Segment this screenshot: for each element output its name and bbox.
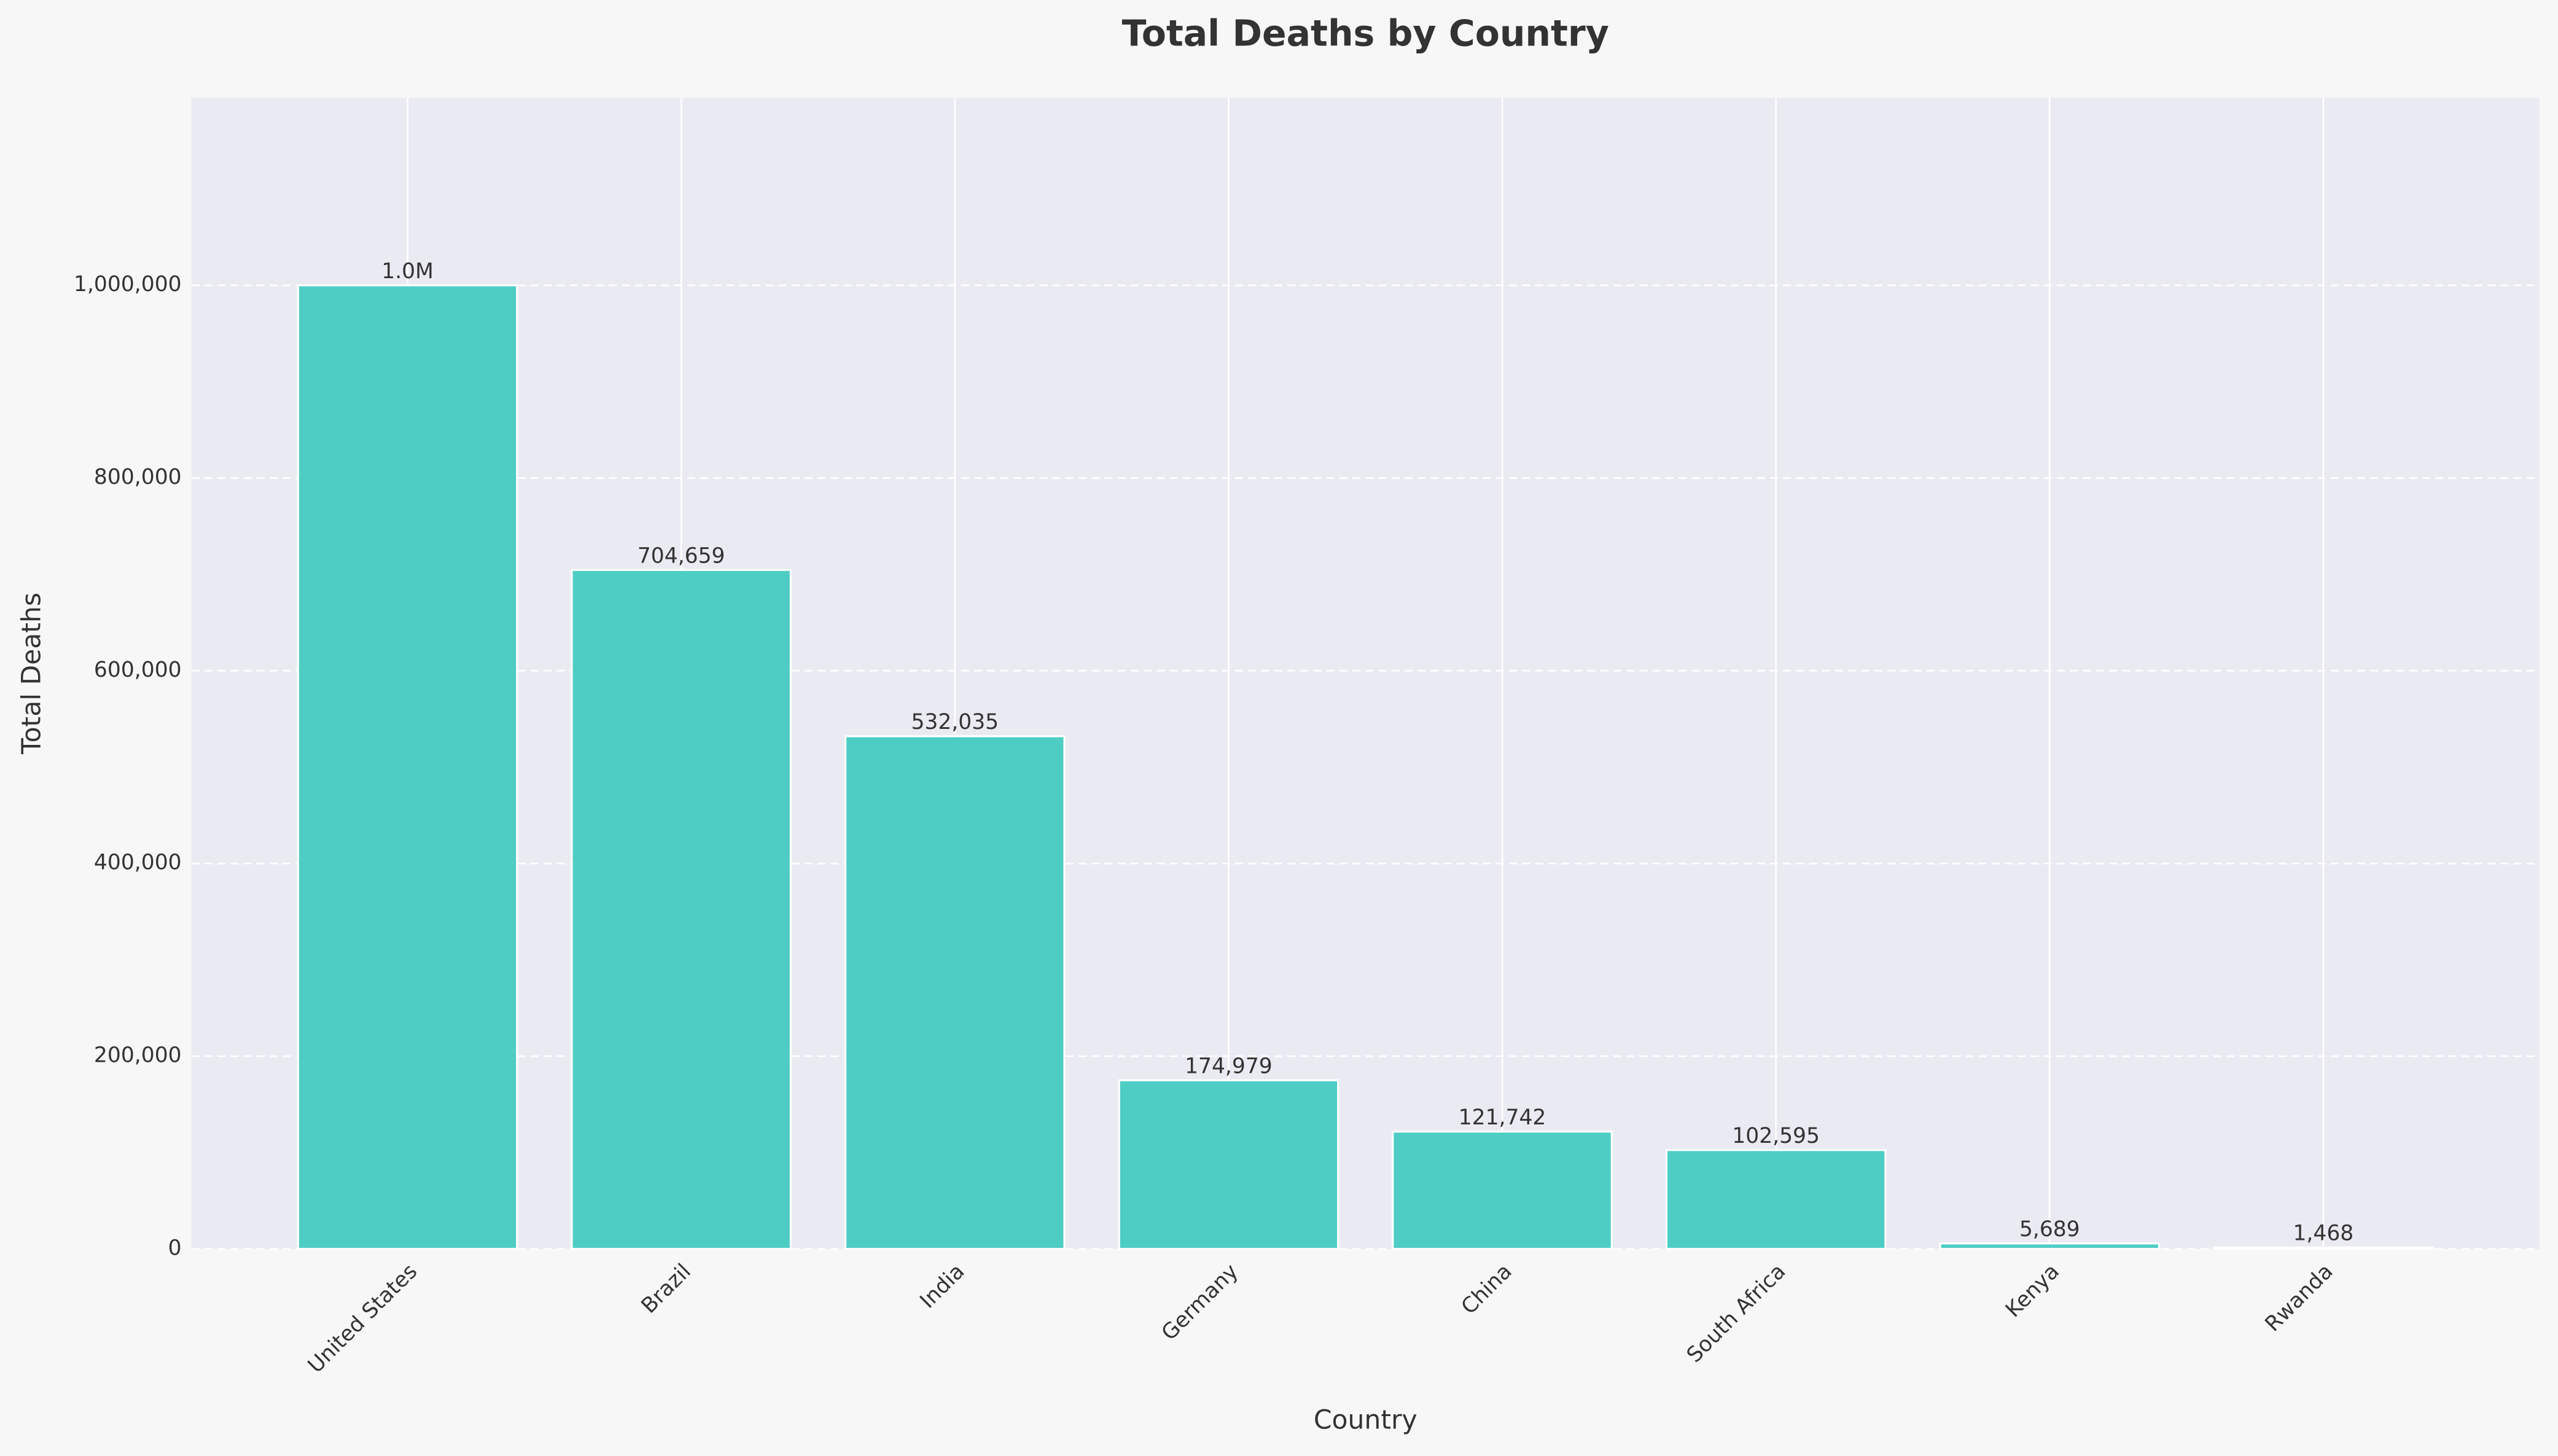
y-axis-label: Total Deaths: [17, 593, 47, 755]
y-tick-label: 800,000: [94, 465, 182, 489]
value-label: 1.0M: [381, 259, 434, 284]
y-tick-label: 600,000: [94, 658, 182, 682]
value-label: 532,035: [911, 710, 999, 734]
value-label: 174,979: [1185, 1054, 1273, 1078]
bar: [1939, 1242, 2161, 1250]
y-tick-label: 200,000: [94, 1043, 182, 1067]
value-label: 121,742: [1459, 1105, 1546, 1130]
bar: [297, 284, 518, 1250]
value-label: 1,468: [2293, 1221, 2353, 1246]
value-label: 5,689: [2019, 1217, 2080, 1242]
plot-area: [191, 98, 2540, 1249]
chart-title: Total Deaths by Country: [1122, 13, 1609, 55]
y-tick-label: 0: [168, 1236, 182, 1260]
x-axis-label: Country: [1314, 1406, 1417, 1436]
bar: [1665, 1149, 1887, 1250]
value-label: 102,595: [1732, 1124, 1820, 1148]
bar: [1118, 1079, 1339, 1250]
bar: [2213, 1246, 2434, 1250]
bar: [1392, 1131, 1613, 1250]
y-tick-label: 1,000,000: [74, 272, 182, 297]
value-label: 704,659: [638, 543, 725, 568]
bar: [844, 735, 1066, 1250]
bar: [571, 569, 792, 1250]
y-tick-label: 400,000: [94, 851, 182, 875]
